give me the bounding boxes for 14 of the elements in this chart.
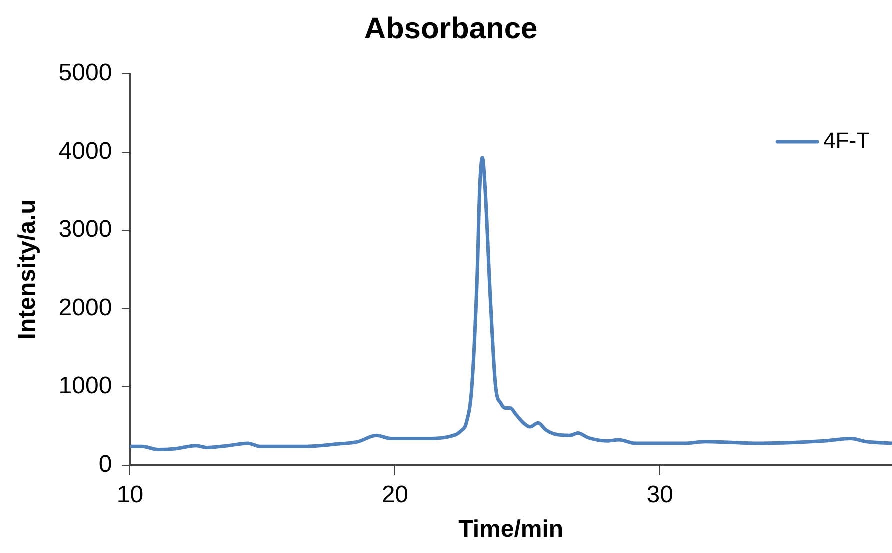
y-tick-label: 5000 (58, 60, 112, 87)
y-tick-label: 3000 (58, 216, 112, 244)
x-tick-label: 10 (116, 481, 144, 508)
line-series (130, 156, 892, 452)
x-axis-title: Time/min (458, 516, 564, 544)
y-tick-label: 0 (98, 451, 112, 478)
x-tick-label: 30 (646, 481, 674, 508)
legend-label: 4F-T (824, 128, 870, 154)
x-tick-label: 20 (382, 481, 409, 508)
y-axis-title: Intensity/a.u (14, 200, 42, 340)
y-tick-label: 2000 (58, 294, 112, 322)
y-tick-label: 1000 (58, 372, 112, 400)
chart-title: Absorbance (364, 12, 538, 46)
y-tick-label: 4000 (58, 138, 112, 165)
